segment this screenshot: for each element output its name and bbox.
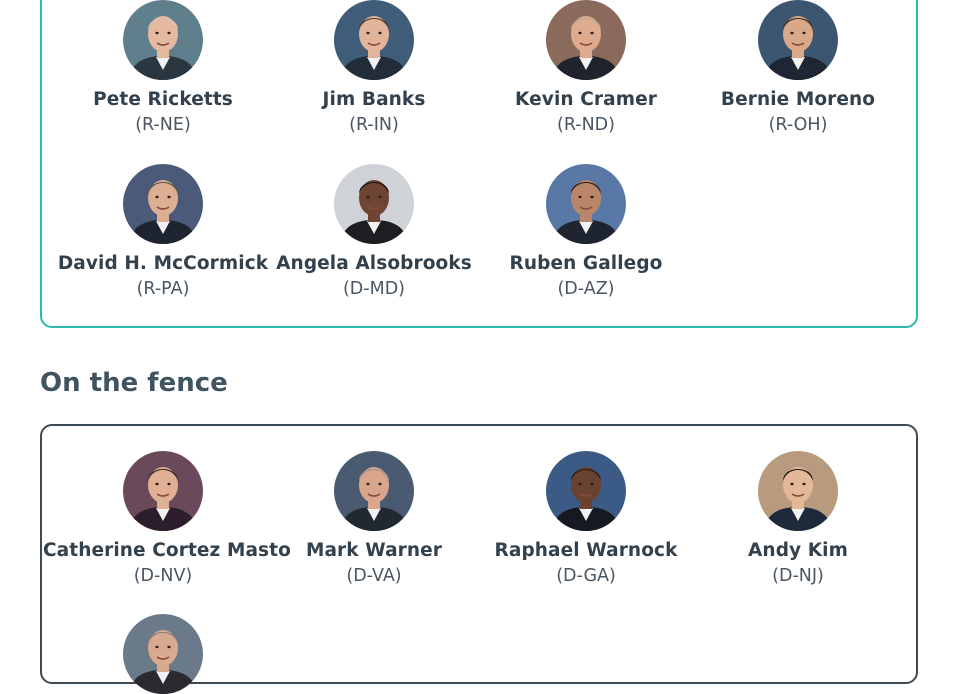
senator-party: (R-NE) <box>135 115 191 135</box>
senator-card: Mark Warner (D-VA) <box>254 451 494 586</box>
senator-party: (R-ND) <box>557 115 615 135</box>
senator-card: Pete Ricketts (R-NE) <box>43 0 283 135</box>
senator-party: (R-IN) <box>349 115 399 135</box>
senator-avatar <box>334 451 414 531</box>
senator-name: Pete Ricketts <box>93 89 233 110</box>
senator-name: Bernie Moreno <box>720 89 876 110</box>
senator-avatar <box>546 164 626 244</box>
senator-name: Catherine Cortez Masto <box>43 540 291 561</box>
senator-name: Kevin Cramer <box>515 89 657 110</box>
senator-avatar <box>123 0 203 80</box>
senator-party: (D-MD) <box>342 279 406 299</box>
senator-card: Ruben Gallego (D-AZ) <box>466 164 706 299</box>
senator-name: Jim Banks <box>322 89 426 110</box>
senator-name: Angela Alsobrooks <box>276 253 472 274</box>
senator-name: Andy Kim <box>748 540 848 561</box>
senator-card: Kevin Cramer (R-ND) <box>466 0 706 135</box>
senator-avatar <box>334 164 414 244</box>
senator-party: (D-GA) <box>556 566 616 586</box>
senator-card: Andy Kim (D-NJ) <box>678 451 918 586</box>
senator-name: Ruben Gallego <box>509 253 663 274</box>
senator-avatar <box>758 451 838 531</box>
senator-card: Jim Banks (R-IN) <box>254 0 494 135</box>
senator-avatar-partial <box>123 614 203 694</box>
senator-party: (D-VA) <box>346 566 402 586</box>
senator-party: (D-NJ) <box>772 566 824 586</box>
section-heading-on-the-fence: On the fence <box>40 368 228 398</box>
senator-card: Angela Alsobrooks (D-MD) <box>254 164 494 299</box>
senator-avatar <box>546 451 626 531</box>
senator-avatar <box>546 0 626 80</box>
senator-name: David H. McCormick <box>57 253 269 274</box>
senator-name: Raphael Warnock <box>494 540 678 561</box>
senator-party: (R-PA) <box>136 279 190 299</box>
senator-card: Bernie Moreno (R-OH) <box>678 0 918 135</box>
senator-name: Mark Warner <box>305 540 443 561</box>
senator-party: (D-AZ) <box>557 279 615 299</box>
senator-card: Raphael Warnock (D-GA) <box>466 451 706 586</box>
senator-avatar <box>123 451 203 531</box>
senator-party: (D-NV) <box>133 566 193 586</box>
senator-avatar <box>334 0 414 80</box>
senator-avatar <box>758 0 838 80</box>
senator-card: David H. McCormick (R-PA) <box>43 164 283 299</box>
senator-avatar <box>123 164 203 244</box>
senator-card: Catherine Cortez Masto (D-NV) <box>43 451 291 586</box>
senator-party: (R-OH) <box>768 115 828 135</box>
